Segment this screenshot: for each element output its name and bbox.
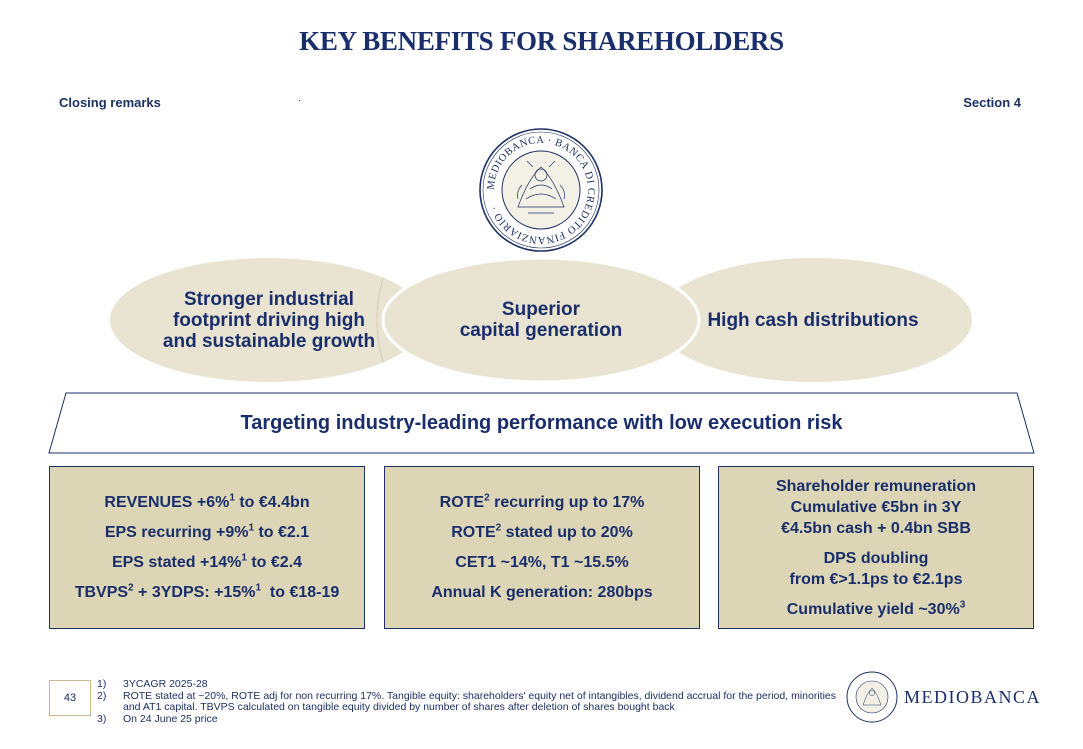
- kpi-box-financials: REVENUES +6%1 to €4.4bn EPS recurring +9…: [49, 466, 365, 629]
- kpi-line: REVENUES +6%1 to €4.4bn: [104, 492, 310, 511]
- footnote-item: 1) 3YCAGR 2025-28: [97, 678, 208, 690]
- section-label-right: Section 4: [963, 95, 1021, 110]
- footnote-item: 3) On 24 June 25 price: [97, 712, 218, 725]
- footnotes: 1) 3YCAGR 2025-28 2) ROTE stated at ~20%, …: [97, 678, 847, 725]
- pillar-distributions: High cash distributions: [707, 309, 919, 331]
- kpi-line: Annual K generation: 280bps: [431, 583, 653, 601]
- kpi-line: Shareholder remuneration: [775, 477, 977, 495]
- kpi-line: DPS doubling: [823, 549, 929, 567]
- kpi-line: EPS recurring +9%1 to €2.1: [104, 522, 310, 541]
- kpi-line: from €>1.1ps to €2.1ps: [789, 570, 963, 588]
- kpi-line: ROTE2 recurring up to 17%: [439, 492, 645, 511]
- kpi-line: €4.5bn cash + 0.4bn SBB: [781, 519, 971, 537]
- kpi-line: ROTE2 stated up to 20%: [451, 522, 633, 541]
- footer-logo-text: MEDIOBANCA: [904, 687, 1042, 707]
- kpi-line: EPS stated +14%1 to €2.4: [111, 552, 303, 571]
- banner-text: Targeting industry-leading performance w…: [240, 411, 843, 434]
- kpi-line: Cumulative yield ~30%3: [786, 599, 966, 618]
- kpi-line: TBVPS2 + 3YDPS: +15%1 to €18-19: [74, 582, 340, 601]
- footer-seal-icon: [846, 671, 898, 723]
- stray-dot: [299, 100, 300, 101]
- kpi-line: CET1 ~14%, T1 ~15.5%: [455, 553, 629, 571]
- footnote-item: 2) ROTE stated at ~20%, ROTE adj for non …: [97, 689, 836, 713]
- section-label-left: Closing remarks: [59, 95, 161, 110]
- pillar-capital: Superior capital generation: [459, 299, 623, 341]
- page-title: KEY BENEFITS FOR SHAREHOLDERS: [299, 26, 784, 56]
- banner-shape: [48, 392, 1035, 454]
- mediobanca-seal-icon: MEDIOBANCA · BANCA DI CREDITO FINANZIARI…: [479, 128, 603, 252]
- kpi-box-capital: ROTE2 recurring up to 17% ROTE2 stated u…: [384, 466, 700, 629]
- kpi-box-remuneration: Shareholder remuneration Cumulative €5bn…: [718, 466, 1034, 629]
- pillar-growth: Stronger industrial footprint driving hi…: [162, 288, 376, 352]
- page-number: 43: [49, 680, 91, 716]
- kpi-line: Cumulative €5bn in 3Y: [790, 498, 962, 516]
